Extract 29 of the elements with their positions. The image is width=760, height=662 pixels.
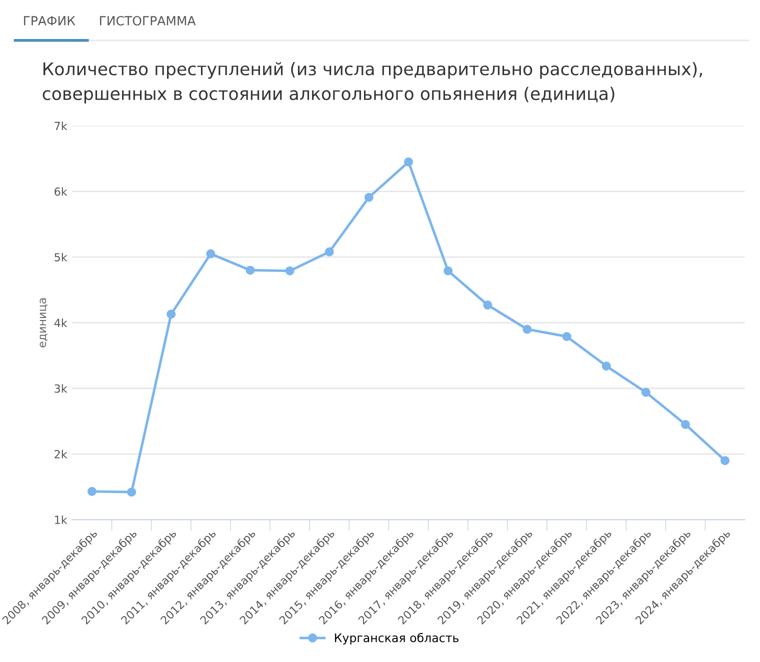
point: [522, 324, 532, 334]
y-tick-label: 3k: [54, 384, 68, 393]
y-tick-label: 7k: [54, 122, 68, 130]
point: [404, 157, 414, 166]
point: [246, 266, 255, 275]
y-tick-label: 5k: [54, 252, 68, 262]
y-tick-label: 4k: [54, 318, 68, 327]
point: [483, 300, 492, 310]
point: [127, 488, 136, 497]
point: [680, 420, 690, 429]
point: [641, 388, 650, 397]
point: [166, 310, 176, 319]
point: [324, 247, 334, 256]
y-tick-label: 6k: [54, 187, 68, 196]
y-tick-label: 2k: [54, 450, 68, 458]
text: ГРАФИК: [24, 16, 76, 26]
point: [444, 266, 453, 276]
text: ГИСТОГРАММА: [100, 16, 196, 26]
point: [602, 362, 611, 371]
point: [87, 486, 96, 496]
point: [720, 456, 730, 466]
y-tick-label: 1k: [55, 515, 68, 524]
y-axis-title: единица: [40, 298, 48, 348]
point: [364, 192, 374, 202]
legend-label: Курганская область: [335, 632, 458, 645]
point: [285, 266, 294, 276]
point: [562, 332, 572, 342]
chart-title: Количество преступлений (из числа предварительно расследованных), совершенных в состоянии алкогольного опьянения (единица): [42, 62, 702, 104]
point: [206, 249, 216, 258]
